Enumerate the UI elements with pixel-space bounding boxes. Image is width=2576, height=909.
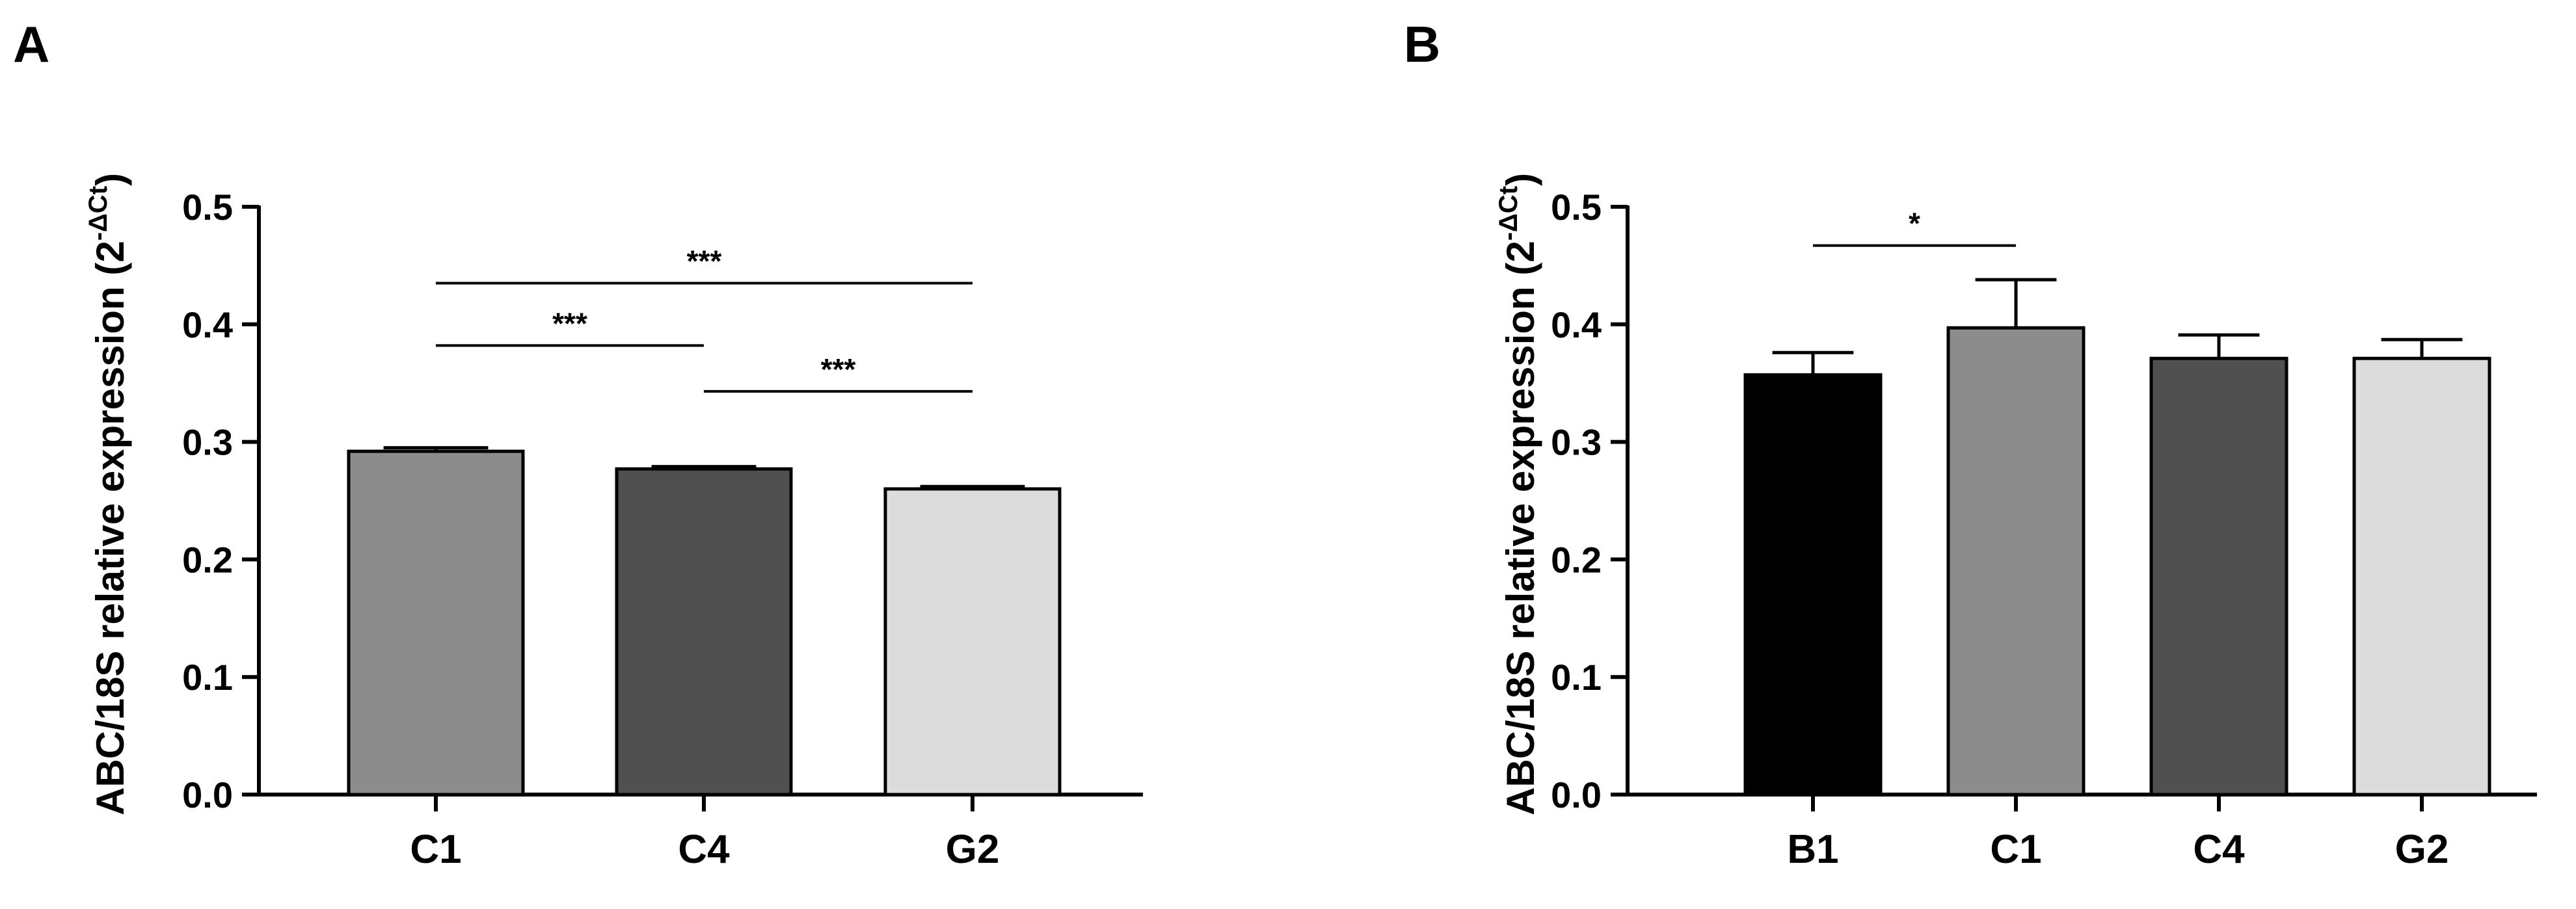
x-tick-label-g2: G2	[946, 827, 1000, 872]
x-tick-label-c1: C1	[410, 827, 461, 872]
y-tick-label: 0.5	[182, 187, 233, 228]
significance-label: ***	[821, 352, 856, 386]
significance-label: ***	[552, 306, 587, 340]
x-tick-label-c1: C1	[1990, 827, 2041, 872]
y-tick-label: 0.2	[1551, 539, 1602, 580]
y-tick-label: 0.0	[1551, 774, 1602, 815]
significance-label: *	[1909, 207, 1920, 241]
significance-label: ***	[687, 244, 722, 278]
bar-g2	[2352, 356, 2491, 797]
bar-c4	[2149, 356, 2288, 797]
panel-letter: A	[13, 16, 49, 73]
bar-c4	[615, 467, 793, 797]
x-tick-label-c4: C4	[678, 827, 730, 872]
x-tick-label-c4: C4	[2193, 827, 2245, 872]
bar-c1	[347, 449, 525, 797]
y-tick-label: 0.5	[1551, 187, 1602, 228]
y-tick-label: 0.4	[1551, 304, 1602, 345]
x-tick-label-g2: G2	[2395, 827, 2449, 872]
panel-letter: B	[1404, 16, 1440, 73]
bar-b1	[1743, 373, 1883, 797]
y-tick-label: 0.4	[182, 304, 233, 345]
y-axis-label-close: )	[88, 173, 132, 186]
y-axis-label: ABC/18S relative expression (2-ΔCt)	[1494, 173, 1542, 815]
bar-g2	[883, 487, 1062, 797]
y-axis-label-superscript: -ΔCt	[84, 186, 113, 241]
chart-panel-a: A 0.0 0.1 0.2 0.3 0.4 0.5 ABC/18S relative expr…	[13, 16, 1143, 872]
y-tick-label: 0.1	[1551, 657, 1602, 698]
y-axis-label: ABC/18S relative expression (2-ΔCt)	[84, 173, 132, 815]
y-tick-label: 0.3	[182, 422, 233, 463]
x-tick-label-b1: B1	[1787, 827, 1838, 872]
y-axis-label-close: )	[1499, 173, 1542, 186]
y-axis-label-text: ABC/18S relative expression (2	[1499, 241, 1542, 815]
y-tick-label: 0.2	[182, 539, 233, 580]
y-axis-label-superscript: -ΔCt	[1494, 186, 1523, 241]
y-tick-label: 0.0	[182, 774, 233, 815]
y-axis-label-text: ABC/18S relative expression (2	[88, 241, 132, 815]
y-tick-label: 0.1	[182, 657, 233, 698]
y-tick-label: 0.3	[1551, 422, 1602, 463]
bar-c1	[1946, 326, 2086, 797]
